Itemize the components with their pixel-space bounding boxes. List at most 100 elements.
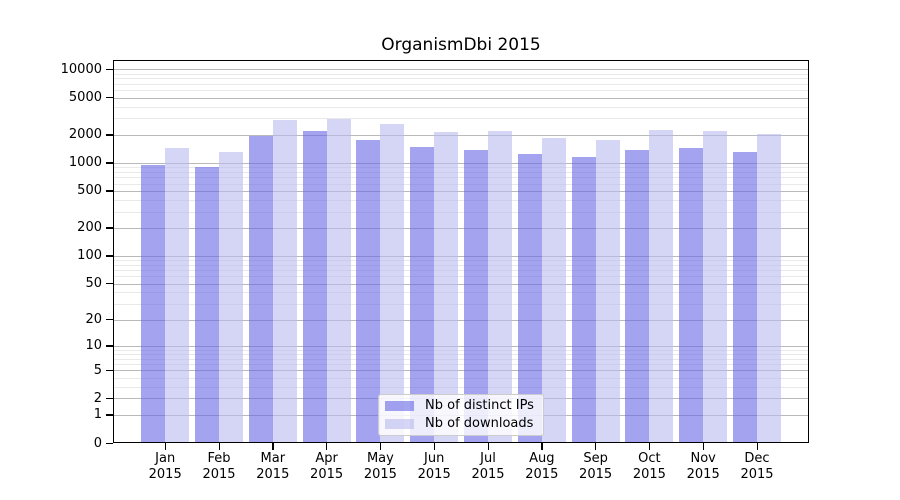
bar-downloads-feb — [219, 152, 243, 443]
y-tick-label: 500 — [77, 183, 102, 199]
x-tick-label-aug: Aug 2015 — [525, 451, 559, 482]
bar-downloads-mar — [272, 119, 297, 443]
bar-distinct-ips-nov — [679, 148, 704, 443]
gridline-major — [113, 255, 809, 257]
x-tick-label-dec: Dec 2015 — [740, 451, 774, 482]
gridline-major — [113, 345, 809, 347]
x-tick-label-jul: Jul 2015 — [471, 451, 505, 482]
y-tick-mark — [106, 162, 113, 164]
gridline-minor — [113, 358, 809, 360]
gridline-minor — [113, 364, 809, 366]
gridline-minor — [113, 78, 809, 80]
gridline-major — [113, 97, 809, 99]
x-tick-label-may: May 2015 — [363, 451, 397, 482]
x-tick-label-jun: Jun 2015 — [417, 451, 451, 482]
bar-downloads-oct — [649, 130, 674, 443]
gridline-minor — [113, 167, 809, 168]
bar-downloads-aug — [541, 137, 566, 443]
gridline-minor — [113, 377, 809, 379]
bar-distinct-ips-may — [356, 139, 381, 443]
y-tick-mark — [106, 414, 113, 416]
x-tick-mark — [218, 443, 220, 450]
gridline-minor — [113, 349, 809, 351]
y-tick-mark — [106, 319, 113, 321]
x-tick-label-feb: Feb 2015 — [202, 451, 236, 482]
gridline-minor — [113, 90, 809, 92]
y-tick-mark — [106, 397, 113, 400]
plot-area — [113, 60, 809, 443]
gridline-major — [113, 134, 809, 136]
gridline-major — [113, 69, 809, 71]
x-tick-mark — [595, 443, 597, 450]
legend-swatch-distinct-ips — [385, 401, 414, 411]
y-tick-mark — [106, 442, 113, 444]
gridline-minor — [113, 264, 809, 266]
y-tick-label: 1000 — [68, 155, 102, 171]
legend-swatch-downloads — [385, 419, 414, 429]
y-tick-label: 200 — [77, 220, 102, 236]
x-tick-label-oct: Oct 2015 — [632, 451, 666, 482]
legend: Nb of distinct IPs Nb of downloads — [378, 394, 544, 436]
bar-distinct-ips-feb — [195, 167, 219, 443]
y-tick-label: 100 — [77, 248, 102, 264]
gridline-minor — [113, 73, 809, 75]
x-tick-label-mar: Mar 2015 — [256, 451, 290, 482]
y-tick-mark — [106, 227, 113, 229]
y-tick-label: 10000 — [60, 61, 102, 77]
y-tick-mark — [106, 369, 113, 372]
x-tick-label-sep: Sep 2015 — [579, 451, 613, 482]
gridline-major — [113, 370, 809, 372]
y-tick-label: 5 — [93, 362, 102, 378]
x-tick-mark — [272, 443, 274, 450]
gridline-major — [113, 283, 809, 285]
gridline-minor — [113, 276, 809, 278]
x-tick-mark — [433, 443, 436, 450]
gridline-minor — [113, 292, 809, 294]
bar-distinct-ips-jun — [410, 147, 435, 443]
x-tick-mark — [702, 443, 705, 450]
y-tick-label: 2 — [93, 390, 102, 406]
y-tick-mark — [106, 283, 113, 285]
x-tick-mark — [164, 443, 167, 450]
x-tick-mark — [487, 443, 489, 450]
gridline-minor — [113, 303, 809, 305]
bar-distinct-ips-sep — [571, 157, 596, 443]
bar-downloads-jul — [488, 131, 512, 443]
gridline-minor — [113, 260, 809, 261]
x-tick-mark — [541, 443, 543, 450]
gridline-minor — [113, 211, 809, 213]
bar-downloads-dec — [757, 134, 781, 443]
gridline-minor — [113, 270, 809, 272]
bar-distinct-ips-oct — [625, 149, 650, 443]
y-tick-label: 10 — [85, 338, 102, 354]
gridline-minor — [113, 386, 809, 388]
y-tick-label: 5000 — [68, 90, 102, 105]
x-tick-mark — [648, 443, 651, 450]
legend-label-downloads: Nb of downloads — [425, 416, 534, 431]
y-tick-label: 1 — [93, 407, 102, 423]
bar-distinct-ips-apr — [302, 130, 327, 443]
x-tick-label-nov: Nov 2015 — [686, 451, 720, 482]
y-tick-mark — [106, 190, 113, 192]
gridline-minor — [113, 106, 809, 108]
y-tick-label: 50 — [85, 276, 102, 291]
x-tick-mark — [379, 443, 382, 450]
y-tick-mark — [106, 68, 113, 71]
y-tick-mark — [106, 134, 113, 136]
bar-downloads-apr — [326, 119, 351, 443]
y-tick-label: 20 — [85, 312, 102, 327]
bar-downloads-may — [380, 123, 405, 443]
legend-item-downloads: Nb of downloads — [385, 415, 543, 433]
x-tick-mark — [326, 443, 328, 450]
gridline-minor — [113, 199, 809, 201]
gridline-minor — [113, 183, 809, 185]
y-tick-label: 0 — [93, 435, 102, 451]
bar-downloads-nov — [703, 131, 728, 443]
bar-distinct-ips-mar — [248, 135, 273, 443]
gridline-minor — [113, 171, 809, 173]
y-tick-mark — [106, 97, 113, 99]
gridline-major — [113, 190, 809, 192]
gridline-minor — [113, 118, 809, 120]
gridline-minor — [113, 177, 809, 179]
